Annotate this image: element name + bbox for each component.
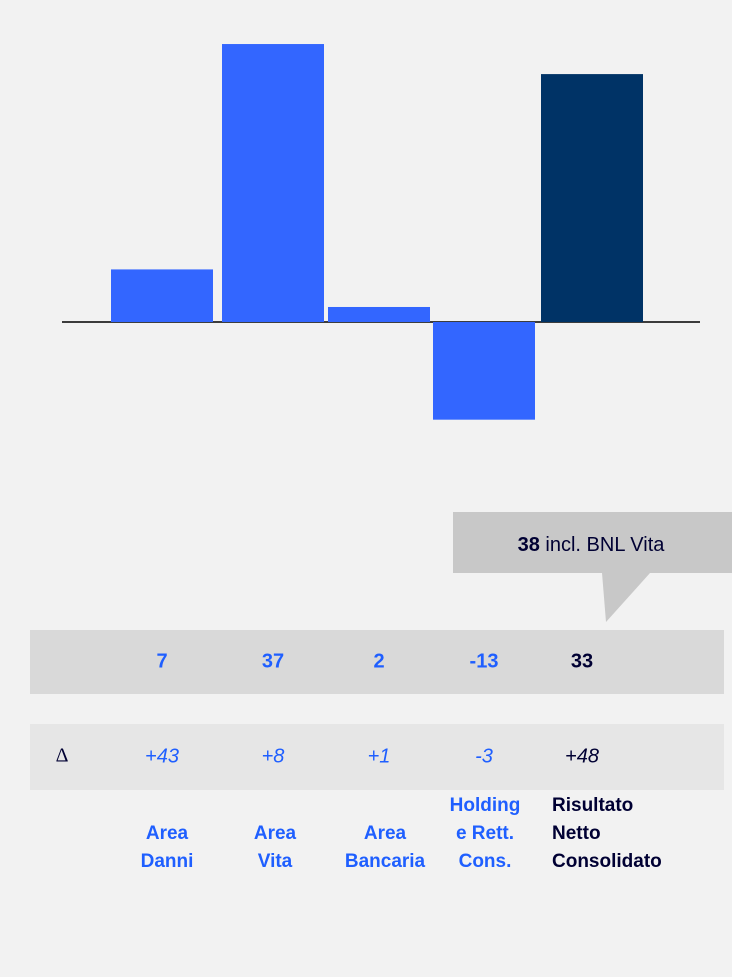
category-label: Area Vita: [254, 823, 297, 872]
callout-value: 38: [518, 534, 540, 556]
callout-box: [453, 512, 732, 573]
value-row: [30, 630, 724, 694]
category-line: Bancaria: [345, 851, 426, 872]
delta-symbol: Δ: [56, 745, 69, 767]
category-line: Danni: [141, 851, 194, 872]
category-label: Holding e Rett. Cons.: [450, 795, 521, 872]
category-line: Holding: [450, 795, 521, 816]
callout-tail: [602, 573, 650, 622]
callout-text: 38 incl. BNL Vita: [518, 534, 666, 556]
category-label: Area Danni: [141, 823, 194, 872]
category-line: Cons.: [459, 851, 512, 872]
bar: [111, 269, 213, 323]
value-label: 33: [571, 650, 593, 672]
delta-label: +48: [565, 745, 599, 767]
value-label: -13: [470, 650, 499, 672]
category-line: e Rett.: [456, 823, 514, 844]
category-label: Risultato Netto Consolidato: [552, 795, 662, 872]
category-line: Netto: [552, 823, 601, 844]
bar: [222, 44, 324, 323]
category-line: Area: [254, 823, 297, 844]
value-label: 37: [262, 650, 284, 672]
category-line: Consolidato: [552, 851, 662, 872]
category-line: Area: [146, 823, 189, 844]
category-label: Area Bancaria: [345, 823, 426, 872]
category-line: Vita: [258, 851, 293, 872]
bar: [433, 322, 535, 420]
callout-label: incl. BNL Vita: [545, 534, 665, 556]
category-line: Area: [364, 823, 407, 844]
bar: [541, 74, 643, 323]
value-label: 7: [156, 650, 167, 672]
bar: [328, 306, 430, 323]
category-line: Risultato: [552, 795, 633, 816]
delta-label: +1: [368, 745, 391, 767]
delta-row: [30, 724, 724, 790]
delta-label: -3: [475, 745, 493, 767]
delta-label: +43: [145, 745, 179, 767]
delta-label: +8: [262, 745, 285, 767]
value-label: 2: [373, 650, 384, 672]
